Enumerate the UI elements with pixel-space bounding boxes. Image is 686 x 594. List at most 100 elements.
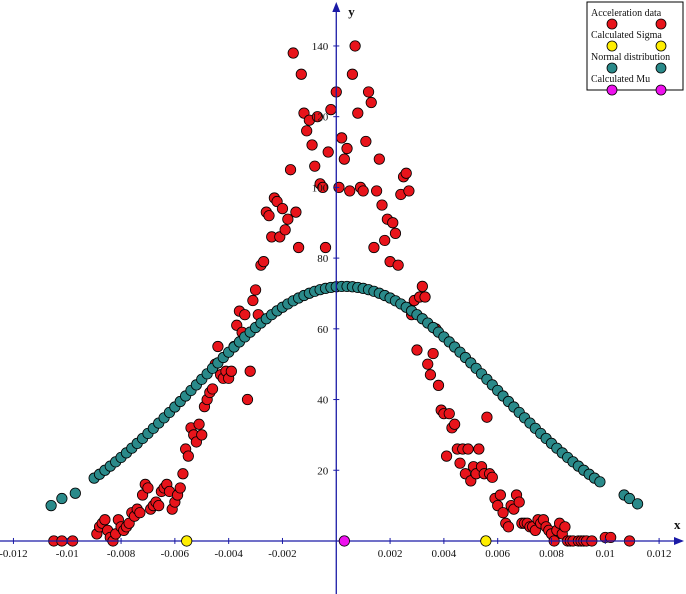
acceleration-data-point [443,408,455,420]
normal-distribution-points [45,280,644,512]
x-tick-label: -0.006 [161,548,190,560]
x-tick-label: -0.002 [268,548,296,560]
x-tick-label: 0.006 [485,548,510,560]
x-tick-label: -0.01 [56,548,79,560]
acceleration-data-point [422,358,434,370]
acceleration-data-point [244,365,256,377]
acceleration-data-point [344,185,356,197]
acceleration-data-point [338,153,350,165]
acceleration-data-point [362,86,375,98]
axis-ticks: -0.012 -0.01 -0.008 -0.006 -0.004 -0.002 0.002… [0,41,671,560]
x-tick-label: 0.008 [539,548,564,560]
acceleration-data-point [99,514,111,526]
acceleration-data-point [153,500,165,512]
acceleration-data-point [346,68,359,80]
normal-distribution-point [45,500,57,512]
legend-marker [655,18,667,30]
acceleration-data-point [247,294,259,307]
y-tick-label: 100 [312,182,329,194]
acceleration-data-point [416,280,428,292]
acceleration-data-point [389,227,402,239]
acceleration-data-point [319,241,332,254]
acceleration-data-point [341,142,353,155]
acceleration-data-point [311,111,324,123]
acceleration-data-point [424,369,437,381]
acceleration-data-point [559,521,571,533]
acceleration-data-point [142,482,154,494]
x-tick-label: 0.012 [647,548,672,560]
x-tick-label: -0.008 [107,548,136,560]
acceleration-data-point [282,213,294,225]
acceleration-data-point [322,146,334,158]
legend-label: Normal distribution [591,52,670,63]
acceleration-data-point [336,132,348,144]
acceleration-data-point [473,443,485,455]
legend-marker [606,62,618,74]
acceleration-data-point [206,383,219,395]
acceleration-data-point [392,259,404,271]
legend-label: Calculated Sigma [591,30,662,41]
acceleration-data-point [486,471,498,483]
y-tick-label: 40 [317,395,329,407]
legend-marker [655,40,667,52]
x-tick-label: 0.004 [432,548,457,560]
acceleration-data-point [295,68,307,80]
acceleration-data-point [605,531,617,544]
acceleration-data-point [449,418,461,430]
acceleration-data-point [239,309,251,321]
acceleration-data-point [196,429,208,441]
acceleration-data-point [287,47,299,59]
acceleration-data-point [357,185,369,197]
legend-marker [606,84,618,96]
acceleration-data-point [306,139,318,151]
legend-marker [606,18,618,30]
acceleration-data-point [368,241,380,254]
acceleration-data-point [290,206,302,218]
y-axis-arrow [332,2,341,12]
y-axis-label: y [348,4,355,19]
legend: Acceleration data Calculated Sigma Normal … [586,1,684,96]
x-axis-arrow [674,536,684,545]
acceleration-data-point [497,507,509,519]
calculated-sigma-point [181,535,193,547]
acceleration-data-point [419,291,431,303]
acceleration-data-point [309,160,321,172]
acceleration-data-point [365,96,377,109]
legend-label: Calculated Mu [591,74,650,85]
acceleration-data-point [174,482,186,494]
acceleration-data-point [134,507,146,519]
y-tick-label: 140 [312,41,329,53]
acceleration-data-point [293,241,305,254]
acceleration-data-point [317,181,329,193]
y-tick-label: 80 [317,253,329,265]
acceleration-data-point [400,167,412,179]
y-tick-label: 60 [317,324,329,336]
acceleration-data-point [177,468,189,480]
acceleration-data-point [182,450,194,462]
acceleration-data-point [403,185,415,197]
acceleration-data-points [48,40,636,547]
calculated-mu-point [338,535,350,547]
acceleration-data-point [349,40,361,52]
acceleration-data-point [432,379,445,391]
acceleration-data-point [249,284,262,296]
x-tick-label: -0.012 [0,548,28,560]
normal-distribution-point [623,492,636,505]
legend-marker [655,84,667,96]
x-tick-label: 0.002 [378,548,403,560]
acceleration-data-point [212,340,224,353]
acceleration-data-point [411,344,423,356]
normal-distribution-point [594,476,606,488]
acceleration-data-point [494,489,506,501]
y-tick-label: 120 [312,112,329,124]
acceleration-data-point [379,234,391,247]
calculated-sigma-point [480,535,492,547]
acceleration-data-point [301,125,313,137]
acceleration-data-point [225,365,237,377]
acceleration-data-point [427,347,439,360]
acceleration-data-point [276,203,289,215]
legend-marker [655,62,667,74]
acceleration-data-point [454,457,466,469]
